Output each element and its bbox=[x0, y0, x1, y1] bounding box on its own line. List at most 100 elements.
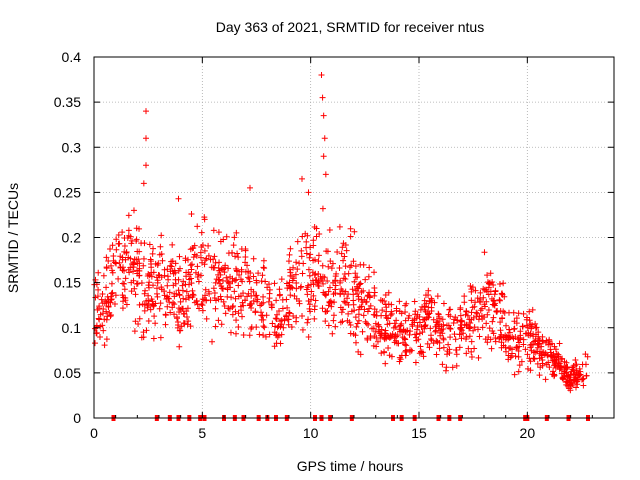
data-point bbox=[361, 296, 368, 303]
data-point bbox=[177, 298, 184, 305]
data-point bbox=[258, 300, 265, 307]
data-point bbox=[147, 256, 154, 263]
data-point bbox=[285, 321, 292, 328]
data-point bbox=[463, 308, 470, 315]
data-point bbox=[143, 327, 150, 334]
data-point bbox=[218, 321, 225, 328]
data-point bbox=[266, 281, 273, 288]
data-point bbox=[416, 313, 423, 320]
data-point bbox=[513, 344, 520, 351]
data-point bbox=[113, 246, 120, 253]
data-point bbox=[175, 305, 182, 312]
data-point bbox=[286, 279, 293, 286]
data-point bbox=[273, 297, 280, 304]
data-point bbox=[100, 272, 107, 279]
data-point bbox=[361, 306, 368, 313]
data-point bbox=[523, 330, 530, 337]
data-point bbox=[232, 330, 239, 337]
data-point bbox=[290, 264, 297, 271]
data-point bbox=[432, 328, 439, 335]
data-point bbox=[143, 162, 149, 169]
data-point bbox=[484, 339, 491, 346]
data-point bbox=[357, 280, 364, 287]
data-point bbox=[315, 258, 322, 265]
data-point bbox=[235, 282, 242, 289]
data-point bbox=[524, 324, 531, 331]
data-point bbox=[216, 259, 223, 266]
data-point bbox=[393, 317, 400, 324]
data-point bbox=[108, 280, 115, 287]
data-point bbox=[276, 286, 283, 293]
data-point bbox=[355, 296, 362, 303]
data-point bbox=[440, 336, 447, 343]
data-point bbox=[352, 263, 359, 270]
data-point bbox=[105, 296, 112, 303]
data-point bbox=[347, 225, 354, 232]
data-point bbox=[387, 312, 394, 319]
data-point bbox=[136, 301, 143, 308]
data-point bbox=[250, 255, 257, 262]
data-point bbox=[381, 297, 388, 304]
data-point bbox=[222, 310, 229, 317]
data-point bbox=[483, 320, 490, 327]
data-point bbox=[201, 216, 208, 223]
data-point bbox=[224, 293, 231, 300]
data-point bbox=[299, 313, 306, 320]
data-point bbox=[197, 254, 204, 261]
data-point bbox=[350, 258, 357, 265]
data-point bbox=[496, 334, 503, 341]
data-point bbox=[215, 317, 222, 324]
data-point bbox=[352, 339, 359, 346]
data-point bbox=[158, 251, 165, 258]
data-point bbox=[259, 312, 266, 319]
data-point bbox=[471, 345, 478, 352]
data-point bbox=[403, 300, 410, 307]
data-point bbox=[360, 312, 367, 319]
data-point bbox=[428, 297, 435, 304]
data-point bbox=[352, 270, 359, 277]
data-point bbox=[232, 308, 239, 315]
data-point bbox=[358, 303, 365, 310]
data-point bbox=[366, 305, 373, 312]
data-point bbox=[347, 322, 354, 329]
data-point bbox=[109, 242, 116, 249]
data-point bbox=[315, 252, 322, 259]
data-point bbox=[493, 308, 500, 315]
data-point bbox=[108, 290, 115, 297]
data-point bbox=[297, 284, 304, 291]
data-point bbox=[576, 365, 583, 372]
data-point bbox=[515, 347, 522, 354]
data-point bbox=[412, 308, 419, 315]
data-point bbox=[172, 280, 179, 287]
data-point bbox=[188, 266, 195, 273]
data-point bbox=[242, 253, 249, 260]
data-point bbox=[398, 320, 405, 327]
data-point bbox=[220, 266, 227, 273]
data-point bbox=[449, 364, 456, 371]
data-point bbox=[230, 242, 237, 249]
data-point bbox=[374, 338, 381, 345]
data-point bbox=[242, 259, 249, 266]
data-point bbox=[229, 304, 236, 311]
data-point bbox=[534, 344, 541, 351]
data-point bbox=[259, 272, 266, 279]
data-point bbox=[107, 312, 114, 319]
data-point bbox=[435, 310, 442, 317]
data-point bbox=[150, 302, 157, 309]
data-point bbox=[468, 288, 475, 295]
data-point bbox=[169, 304, 176, 311]
data-point bbox=[516, 343, 523, 350]
data-point bbox=[393, 307, 400, 314]
data-point bbox=[411, 298, 418, 305]
data-point bbox=[539, 360, 546, 367]
data-point bbox=[198, 300, 205, 307]
data-point bbox=[526, 308, 533, 315]
data-point bbox=[155, 260, 162, 267]
data-point bbox=[346, 319, 353, 326]
data-point bbox=[417, 348, 424, 355]
data-point bbox=[339, 287, 346, 294]
data-point bbox=[203, 315, 210, 322]
data-point bbox=[340, 240, 347, 247]
data-point bbox=[122, 295, 129, 302]
data-point bbox=[121, 235, 128, 242]
